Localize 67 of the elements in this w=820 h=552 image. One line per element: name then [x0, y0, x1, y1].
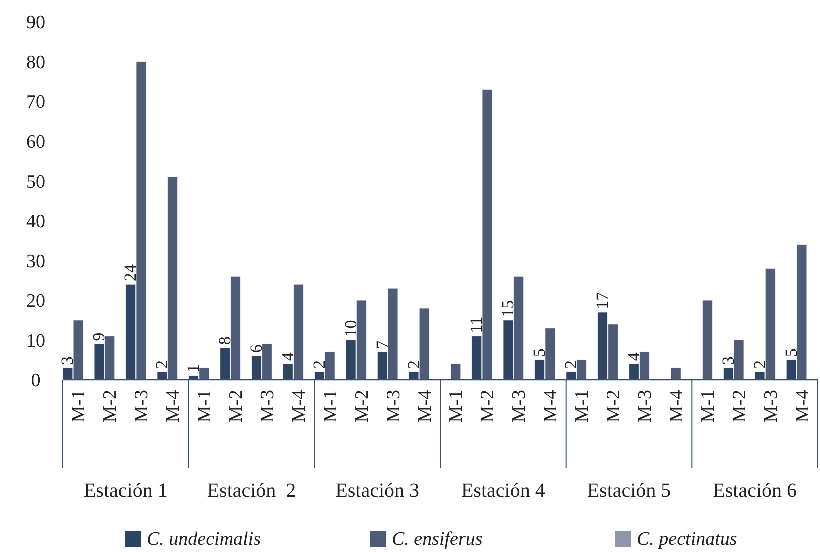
data-label: 3 — [58, 356, 78, 366]
x-tick-label: M-3 — [760, 390, 782, 423]
data-label: 24 — [121, 264, 140, 282]
x-tick-label: M-2 — [100, 390, 122, 423]
x-tick-label: M-4 — [288, 390, 310, 423]
y-tick-label: 10 — [26, 330, 46, 352]
bar — [702, 300, 713, 380]
data-label: 11 — [467, 316, 486, 334]
data-label: 8 — [216, 336, 235, 346]
data-label: 17 — [593, 292, 612, 310]
x-tick-label: M-3 — [383, 390, 404, 423]
y-tick-label: 0 — [31, 370, 41, 392]
text: Estación 4 — [461, 480, 546, 502]
data-label: 2 — [310, 360, 329, 370]
x-tick-label: M-4 — [666, 390, 688, 423]
data-label: 9 — [90, 332, 109, 342]
data-label: 5 — [530, 348, 550, 358]
x-tick-label: M-3 — [257, 390, 278, 423]
x-tick-label: M-1 — [68, 390, 90, 423]
bar — [670, 368, 682, 380]
x-tick-label: M-2 — [478, 390, 499, 423]
data-label: 2 — [750, 360, 770, 370]
data-label: 5 — [782, 348, 801, 358]
bar — [450, 364, 462, 380]
text: Estación 1 — [84, 480, 168, 502]
data-label: 1 — [184, 364, 204, 374]
data-label: 2 — [152, 360, 172, 370]
x-tick-label: M-2 — [729, 390, 750, 423]
legend-label: C. pectinatus — [637, 529, 738, 550]
x-tick-label: M-1 — [194, 390, 216, 423]
data-label: 15 — [498, 300, 518, 318]
x-tick-label: M-4 — [414, 390, 436, 423]
x-tick-label: M-2 — [226, 390, 248, 423]
data-label: 4 — [624, 352, 644, 362]
x-tick-label: M-3 — [132, 390, 153, 423]
y-tick-label: 40 — [26, 212, 46, 233]
text: Estación 3 — [336, 480, 420, 502]
x-tick-label: M-1 — [698, 390, 719, 423]
x-tick-label: M-4 — [163, 390, 184, 423]
x-tick-label: M-3 — [509, 390, 530, 423]
x-tick-label: M-3 — [634, 390, 656, 423]
y-tick-label: 20 — [26, 291, 46, 312]
data-label: 10 — [341, 320, 360, 338]
x-tick-label: M-1 — [446, 390, 468, 423]
data-label: 4 — [278, 352, 298, 362]
x-tick-label: M-4 — [792, 390, 814, 423]
legend-label: C. undecimalis — [147, 529, 261, 550]
data-label: 6 — [246, 344, 266, 354]
y-tick-label: 50 — [26, 172, 46, 193]
legend-label: C. ensiferus — [392, 529, 483, 550]
data-label: 3 — [718, 356, 738, 366]
x-tick-label: M-1 — [572, 390, 594, 423]
data-label: 2 — [404, 360, 424, 370]
text: Estación 5 — [587, 480, 672, 502]
text: Estación 6 — [713, 480, 798, 502]
x-tick-label: M-1 — [320, 390, 342, 423]
y-tick-label: 30 — [26, 251, 46, 272]
x-tick-label: M-2 — [604, 390, 625, 423]
y-tick-label: 60 — [26, 132, 46, 153]
y-tick-label: 70 — [26, 92, 46, 114]
y-tick-label: 90 — [26, 12, 46, 34]
x-tick-label: M-4 — [540, 390, 562, 423]
data-label: 2 — [562, 360, 581, 370]
data-label: 7 — [372, 340, 392, 350]
text: Estación 2 — [207, 480, 296, 502]
y-tick-label: 80 — [26, 52, 46, 74]
x-tick-label: M-2 — [352, 390, 373, 423]
